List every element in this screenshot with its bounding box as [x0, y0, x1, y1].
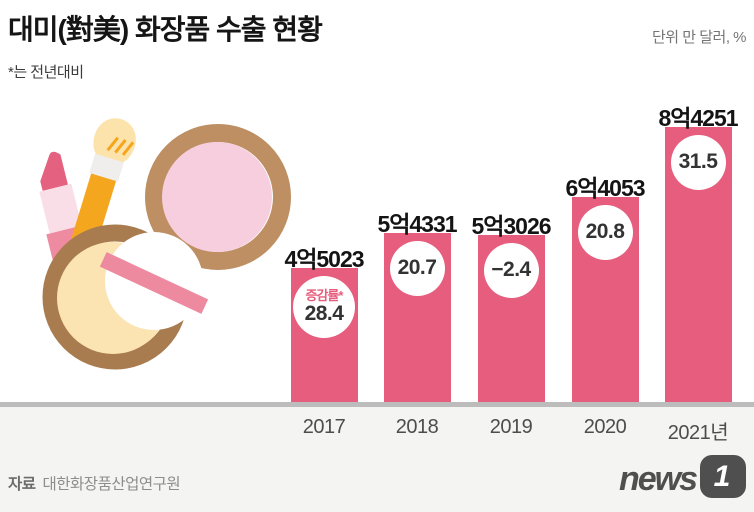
x-axis-label-2019: 2019	[489, 416, 533, 438]
growth-rate-circle: −2.4	[483, 243, 539, 298]
bar-value-label: 8억4251	[658, 105, 738, 131]
growth-rate-circle: 31.5	[670, 135, 726, 190]
growth-rate-value: 20.8	[585, 220, 625, 244]
x-axis-label-2018: 2018	[395, 416, 439, 438]
news1-logo-mark: 1	[700, 455, 746, 498]
x-axis-line	[0, 402, 754, 407]
bar-value-label: 6억4053	[565, 175, 645, 201]
growth-rate-value: 28.4	[304, 302, 344, 326]
unit-label: 단위 만 달러, %	[651, 29, 747, 46]
powder-puff-icon	[99, 232, 209, 330]
news1-logo: news 1	[619, 455, 746, 498]
growth-rate-value: −2.4	[491, 258, 531, 282]
source-credit: 자료 대한화장품산업연구원	[8, 472, 181, 494]
growth-rate-circle: 20.7	[389, 241, 445, 296]
cosmetics-illustration	[39, 118, 291, 370]
x-axis-label-2017: 2017	[302, 416, 346, 438]
news1-logo-word: news	[618, 460, 698, 498]
bar-value-label: 4억5023	[284, 246, 364, 272]
page-title: 대미(對美) 화장품 수출 현황	[8, 14, 323, 45]
compact-blush-icon	[145, 124, 291, 270]
footnote-yoy: *는 전년대비	[8, 64, 84, 81]
growth-rate-value: 20.7	[397, 256, 437, 280]
growth-rate-circle: 증감률* 28.4	[293, 276, 355, 338]
growth-rate-value: 31.5	[678, 150, 718, 174]
news1-logo-digit: 1	[713, 459, 731, 493]
x-axis-label-2021년: 2021년	[667, 422, 729, 444]
source-name: 대한화장품산업연구원	[42, 476, 181, 493]
source-label: 자료	[8, 476, 36, 493]
growth-rate-badge-label: 증감률*	[305, 287, 344, 303]
x-axis-label-2020: 2020	[583, 416, 627, 438]
axis-footer-strip	[0, 407, 754, 512]
growth-rate-circle: 20.8	[577, 205, 633, 260]
bar-value-label: 5억3026	[471, 213, 551, 239]
bar-value-label: 5억4331	[377, 211, 457, 237]
